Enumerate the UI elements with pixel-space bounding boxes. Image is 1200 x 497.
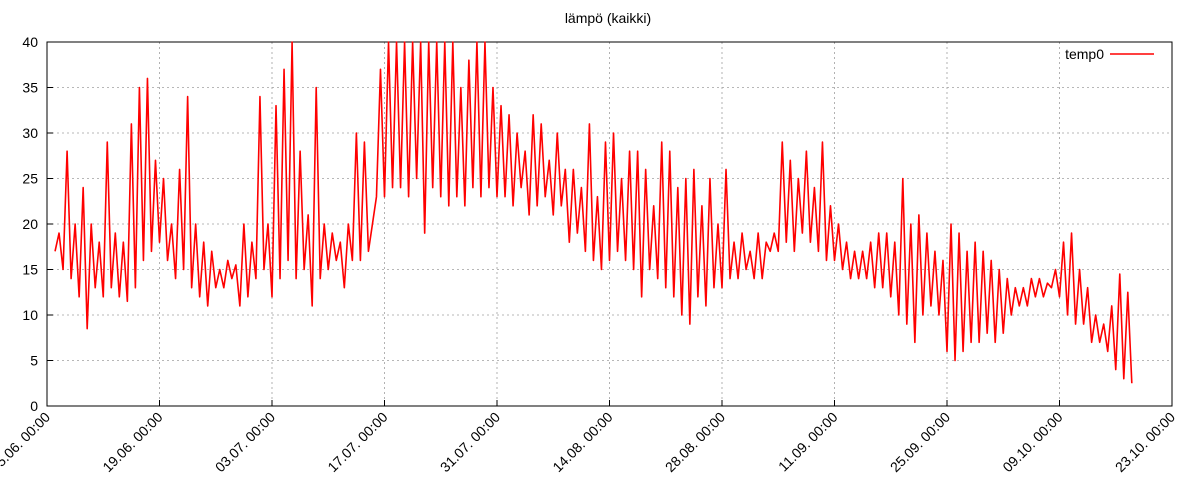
y-tick-label: 30 [22,125,38,141]
x-tick-label: 25.09. 00:00 [887,409,954,476]
x-tick-label: 23.10. 00:00 [1112,409,1179,476]
x-tick-label: 28.08. 00:00 [662,409,729,476]
y-tick-label: 0 [30,398,38,414]
x-tick-label: 17.07. 00:00 [324,409,391,476]
x-tick-label: 09.10. 00:00 [999,409,1066,476]
x-tick-label: 14.08. 00:00 [549,409,616,476]
y-tick-label: 25 [22,171,38,187]
y-tick-label: 35 [22,80,38,96]
x-tick-label: 11.09. 00:00 [775,409,841,475]
y-tick-label: 5 [30,353,38,369]
y-tick-label: 40 [22,34,38,50]
legend-label: temp0 [1065,46,1104,62]
y-tick-label: 15 [22,262,38,278]
x-tick-label: 31.07. 00:00 [437,409,504,476]
plot-border [46,41,1173,407]
y-tick-label: 10 [22,307,38,323]
chart-title: lämpö (kaikki) [565,10,651,26]
line [54,41,1133,384]
x-tick-label: 05.06. 00:00 [0,409,53,476]
x-tick-label: 19.06. 00:00 [99,409,166,476]
x-tick-label: 03.07. 00:00 [212,409,279,476]
y-tick-label: 20 [22,216,38,232]
